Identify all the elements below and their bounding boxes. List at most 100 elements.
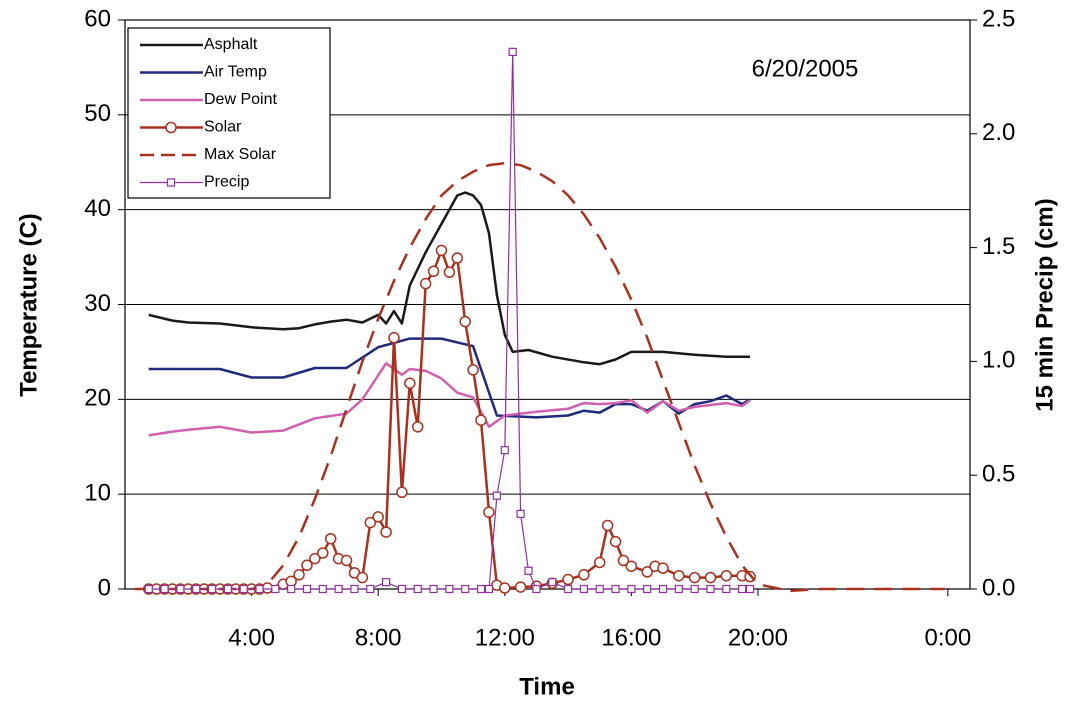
- data-point: [484, 584, 494, 594]
- data-point: [720, 569, 733, 582]
- y-tick-label: 60: [84, 5, 111, 32]
- data-point: [617, 554, 630, 567]
- legend-box: [127, 27, 331, 199]
- data-point: [287, 584, 296, 594]
- data-point: [443, 266, 456, 279]
- data-point: [271, 584, 280, 594]
- data-point: [508, 47, 517, 56]
- data-point: [317, 547, 329, 559]
- data-point: [356, 571, 369, 584]
- data-point: [293, 569, 305, 581]
- data-point: [563, 584, 573, 594]
- data-point: [548, 578, 557, 587]
- data-point: [239, 584, 248, 594]
- data-point: [532, 584, 541, 594]
- data-point: [324, 532, 337, 545]
- legend-label: Precip: [204, 174, 249, 191]
- data-point: [704, 571, 717, 584]
- data-point: [499, 582, 511, 594]
- data-point: [467, 364, 479, 376]
- data-point: [722, 584, 731, 594]
- series-line: [148, 362, 751, 437]
- data-point: [492, 491, 501, 500]
- y-tick-label: 50: [84, 100, 111, 127]
- data-point: [207, 584, 217, 594]
- data-point: [160, 584, 169, 594]
- data-point: [388, 331, 400, 344]
- data-point: [578, 569, 590, 581]
- y2-tick-label: 1.0: [982, 347, 1015, 374]
- data-point: [609, 535, 622, 548]
- data-point: [483, 506, 495, 518]
- data-point: [144, 584, 153, 594]
- data-point: [500, 446, 509, 455]
- data-point: [445, 584, 454, 594]
- x-tick-label: 16:00: [601, 624, 661, 651]
- data-point: [611, 584, 620, 594]
- data-point: [745, 584, 755, 594]
- legend-marker: [166, 178, 176, 187]
- data-point: [625, 560, 638, 572]
- data-point: [372, 511, 384, 523]
- data-point: [302, 584, 312, 594]
- data-point: [350, 584, 359, 594]
- data-point: [562, 573, 574, 586]
- data-point: [397, 584, 407, 594]
- y2-tick-label: 2.0: [982, 119, 1015, 146]
- data-point: [674, 584, 683, 594]
- x-tick-label: 12:00: [475, 624, 535, 651]
- series-line: [148, 337, 751, 419]
- data-point: [404, 377, 416, 389]
- data-point: [601, 519, 614, 532]
- data-point: [223, 584, 232, 594]
- data-point: [340, 554, 353, 567]
- legend-label: Dew Point: [204, 91, 277, 108]
- data-point: [657, 562, 669, 574]
- data-point: [334, 584, 343, 594]
- data-point: [514, 581, 527, 593]
- x-tick-label: 20:00: [728, 624, 788, 651]
- y-axis-title: Temperature (C): [15, 213, 42, 397]
- data-point: [459, 315, 471, 328]
- y2-tick-label: 2.5: [982, 5, 1015, 32]
- data-point: [429, 584, 438, 594]
- data-point: [435, 244, 448, 257]
- x-tick-label: 4:00: [228, 624, 275, 651]
- data-point: [643, 584, 652, 594]
- data-point: [419, 277, 432, 290]
- y-tick-label: 10: [84, 480, 111, 507]
- y2-axis-title: 15 min Precip (cm): [1031, 198, 1058, 411]
- legend-label: Asphalt: [204, 36, 258, 53]
- data-point: [688, 571, 701, 584]
- legend-label: Air Temp: [204, 64, 267, 81]
- legend-marker: [165, 121, 177, 134]
- data-point: [381, 578, 391, 587]
- annotation: 6/20/2005: [752, 55, 859, 82]
- data-point: [413, 584, 422, 594]
- data-point: [309, 552, 321, 565]
- y2-tick-label: 0.0: [982, 574, 1015, 601]
- data-point: [524, 566, 533, 575]
- x-tick-label: 0:00: [924, 624, 971, 651]
- data-point: [261, 582, 274, 594]
- y2-tick-label: 0.5: [982, 461, 1015, 488]
- plot-frame: [124, 19, 971, 590]
- x-tick-label: 8:00: [355, 624, 402, 651]
- data-point: [595, 584, 604, 594]
- series-line: [148, 249, 751, 591]
- legend-label: Max Solar: [204, 146, 277, 163]
- data-point: [396, 486, 408, 499]
- data-point: [427, 265, 440, 278]
- data-point: [476, 584, 486, 594]
- series-line: [148, 191, 750, 366]
- x-axis-title: Time: [519, 673, 575, 700]
- data-point: [366, 584, 375, 594]
- y-tick-label: 20: [84, 385, 111, 412]
- series-line: [134, 161, 945, 593]
- data-point: [627, 584, 636, 594]
- data-point: [411, 421, 424, 433]
- data-point: [738, 584, 747, 594]
- data-point: [593, 556, 606, 569]
- data-point: [475, 414, 487, 426]
